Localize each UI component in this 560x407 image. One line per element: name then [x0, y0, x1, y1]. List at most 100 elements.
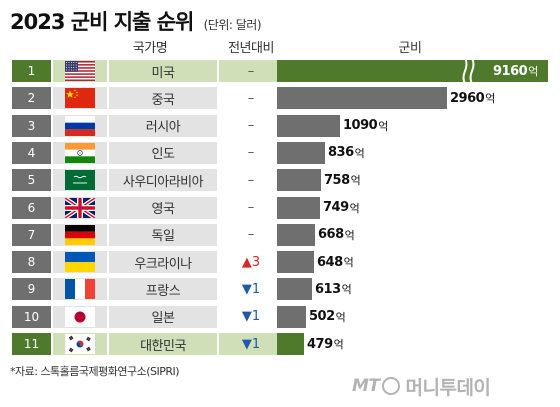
flag-cell [53, 141, 107, 164]
data-label-unit: 억 [333, 338, 344, 351]
data-label-value: 749 [323, 200, 349, 215]
country-name: 인도 [109, 141, 217, 164]
data-label: 758 억 [324, 169, 361, 191]
country-name: 중국 [109, 87, 217, 110]
rank-cell: 6 [12, 196, 51, 219]
data-label-value: 1090 [343, 118, 378, 134]
data-label-value: 2960 [450, 90, 485, 106]
china-flag-icon [65, 88, 95, 109]
flag-cell [53, 114, 107, 137]
table-row: 1 미국 – 9160 억 [12, 58, 560, 84]
data-label-unit: 억 [528, 65, 538, 78]
data-label-unit: 억 [343, 256, 354, 270]
data-label-unit: 억 [485, 92, 495, 106]
prev-change: – [219, 169, 283, 192]
source-note: *자료: 스톡홀름국제평화연구소(SIPRI) [10, 365, 180, 378]
data-label: 648 억 [317, 251, 354, 273]
bar [277, 196, 320, 219]
data-label-value: 758 [324, 172, 350, 188]
data-label-value: 502 [309, 309, 335, 325]
bar [277, 305, 306, 328]
bar [277, 114, 340, 137]
bar [277, 251, 314, 274]
header-prev: 전년대비 [228, 41, 274, 56]
prev-change: ▼1 [219, 305, 283, 328]
data-label: 1090 억 [343, 115, 388, 137]
table-row: 9 프랑스 ▼1 613 억 [12, 278, 560, 301]
flag-cell [53, 305, 107, 328]
prev-change: ▼1 [219, 278, 283, 301]
data-label-value: 648 [317, 254, 343, 270]
header-country: 국가명 [132, 41, 168, 56]
data-label-unit: 억 [335, 310, 346, 324]
rank-cell: 2 [12, 87, 51, 110]
data-label: 479 억 [307, 333, 344, 355]
rank-cell: 9 [12, 278, 51, 301]
bar [277, 223, 315, 246]
bar [277, 278, 312, 301]
prev-change: – [219, 87, 283, 110]
country-name: 러시아 [109, 114, 217, 137]
data-label: 668 억 [318, 224, 355, 246]
data-label: 9160 억 [493, 60, 538, 82]
prev-change: – [219, 141, 283, 164]
rank-cell: 11 [12, 333, 51, 355]
data-label: 613 억 [315, 278, 352, 300]
flag-cell [53, 169, 107, 192]
table-row: 4 인도 – 836 억 [12, 141, 560, 164]
rank-cell: 8 [12, 251, 51, 274]
table-row: 5 사우디아라비아 – 758 억 [12, 169, 560, 192]
rank-cell: 5 [12, 169, 51, 192]
prev-change: ▼1 [219, 333, 283, 355]
germany-flag-icon [65, 224, 95, 245]
table-row: 8 우크라이나 ▲3 648 억 [12, 251, 560, 274]
russia-flag-icon [65, 115, 95, 136]
flag-cell [53, 251, 107, 274]
bar [277, 333, 304, 355]
flag-cell [53, 60, 107, 82]
data-label: 749 억 [323, 197, 360, 219]
table-row: 10 일본 ▼1 502 억 [12, 305, 560, 328]
table-row: 7 독일 – 668 억 [12, 223, 560, 246]
flag-cell [53, 196, 107, 219]
table-row: 2 중국 – 2960 억 [12, 87, 560, 110]
bar [277, 60, 548, 82]
axis-break-icon [462, 58, 475, 84]
chart-title-text: 2023 군비 지출 순위 [10, 10, 194, 34]
table-row: 6 영국 – 749 억 [12, 196, 560, 219]
prev-change: – [219, 196, 283, 219]
data-label-unit: 억 [349, 201, 360, 215]
us-flag-icon [65, 61, 95, 81]
watermark-mt: MT [352, 376, 380, 396]
flag-cell [53, 223, 107, 246]
france-flag-icon [65, 279, 95, 300]
data-label-value: 613 [315, 281, 341, 297]
watermark-name: 머니투데이 [405, 376, 491, 399]
flag-cell [53, 333, 107, 355]
country-name: 우크라이나 [109, 251, 217, 274]
rank-cell: 10 [12, 305, 51, 328]
data-label-unit: 억 [354, 146, 365, 160]
flag-cell [53, 278, 107, 301]
data-label-value: 836 [328, 145, 354, 161]
data-label: 502 억 [309, 306, 346, 328]
table-row: 3 러시아 – 1090 억 [12, 114, 560, 137]
bar [277, 87, 447, 110]
watermark-circle-icon [381, 377, 400, 395]
unit-note: (단위: 달러) [203, 18, 262, 32]
rank-cell: 7 [12, 223, 51, 246]
table-row: 11 대한민국 ▼1 479 억 [12, 333, 560, 355]
country-name: 일본 [109, 305, 217, 328]
country-name: 미국 [109, 60, 217, 82]
header-value: 군비 [398, 41, 422, 56]
prev-change: ▲3 [219, 251, 283, 274]
prev-change: – [219, 223, 283, 246]
country-name: 사우디아라비아 [109, 169, 217, 192]
data-label-value: 9160 [493, 63, 528, 79]
ukraine-flag-icon [65, 252, 95, 273]
rank-cell: 1 [12, 60, 51, 82]
country-name: 대한민국 [109, 333, 217, 355]
korea-flag-icon [65, 334, 95, 354]
uk-flag-icon [65, 197, 95, 218]
flag-cell [53, 87, 107, 110]
